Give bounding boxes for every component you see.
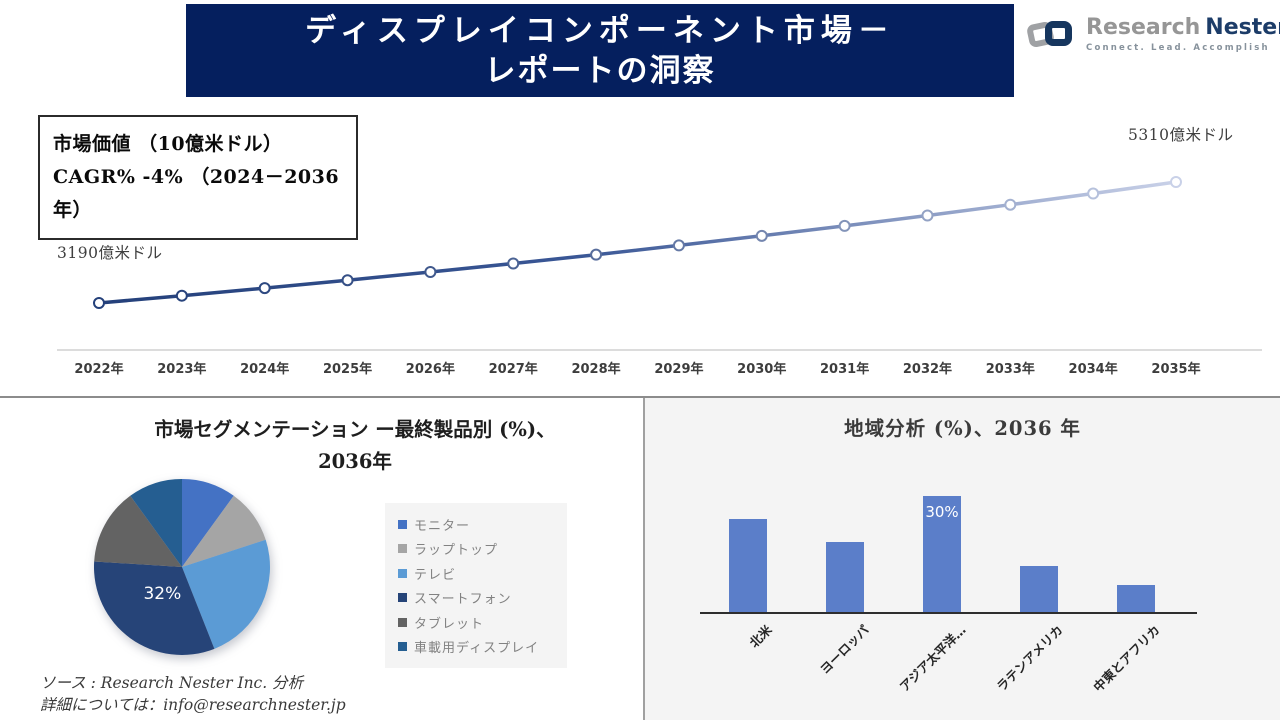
- pie-slice-3: [182, 539, 270, 649]
- legend-swatch-icon: [398, 544, 407, 554]
- bar-value-label: 30%: [925, 503, 959, 521]
- contact-line: 詳細については：info@researchnester.jp: [40, 696, 346, 714]
- market-value-line: 市場価値 （10億米ドル）: [53, 133, 283, 155]
- x-axis-year-label: 2029年: [654, 362, 704, 377]
- pie-legend: モニターラップトップ テレビスマートフォン タブレット車載用ディスプレイ: [385, 503, 567, 668]
- source-line: ソース : Research Nester Inc. 分析: [40, 674, 304, 692]
- pie-slice-5: [94, 495, 182, 567]
- x-axis-year-label: 2024年: [240, 362, 290, 377]
- x-axis-year-label: 2025年: [322, 362, 373, 377]
- x-axis-year-label: 2028年: [571, 362, 621, 377]
- legend-label: モニター: [414, 518, 471, 534]
- bar-category-label: 中東とアフリカ: [1090, 622, 1163, 695]
- source-note: ソース : Research Nester Inc. 分析 詳細については：in…: [40, 672, 346, 716]
- report-title-line1: ディスプレイコンポーネント市場－: [305, 12, 895, 49]
- market-value-box: 市場価値 （10億米ドル） CAGR% -4% （2024－2036年）: [38, 115, 358, 240]
- data-point-marker: [755, 229, 768, 242]
- data-point-marker: [921, 209, 934, 222]
- legend-label: スマートフォン: [414, 592, 512, 608]
- x-axis-year-label: 2035年: [1151, 362, 1201, 377]
- legend-item: タブレット: [398, 610, 567, 635]
- data-point-marker: [1087, 187, 1100, 200]
- legend-swatch-icon: [398, 642, 407, 652]
- data-point-marker: [93, 297, 105, 309]
- pie-slice-6: [130, 479, 182, 567]
- x-axis-year-label: 2027年: [488, 362, 538, 377]
- data-point-marker: [590, 248, 603, 261]
- bar-2: [826, 542, 864, 612]
- x-axis-year-label: 2026年: [405, 362, 455, 377]
- legend-item: スマートフォン: [398, 586, 567, 611]
- bar-category-label: 北米: [746, 622, 775, 651]
- research-nester-logo: Research Nester Connect. Lead. Accomplish: [1025, 16, 1280, 56]
- cagr-line: CAGR% -4% （2024－2036年）: [53, 166, 340, 221]
- x-axis-year-label: 2023年: [157, 362, 207, 377]
- x-axis-year-label: 2030年: [737, 362, 787, 377]
- data-point-marker: [672, 239, 685, 252]
- horizontal-divider: [0, 396, 1280, 398]
- data-point-marker: [341, 274, 354, 287]
- x-axis-year-label: 2032年: [902, 362, 953, 377]
- logo-word-nester: Nester: [1205, 15, 1280, 40]
- legend-item: ラップトップ: [398, 537, 567, 562]
- data-point-marker: [1004, 198, 1017, 211]
- legend-swatch-icon: [398, 519, 407, 529]
- bar-3: [923, 496, 961, 612]
- legend-swatch-icon: [398, 568, 407, 578]
- bar-category-label: ヨーロッパ: [816, 622, 872, 677]
- legend-item: 車載用ディスプレイ: [398, 635, 567, 660]
- regional-analysis-panel: 地域分析 (%)、2036 年 北米 ヨーロッパ 30% アジア太平洋… ラテンアメリカ…: [643, 398, 1280, 720]
- legend-label: タブレット: [414, 616, 485, 632]
- bar-4: [1020, 565, 1058, 612]
- logo-brand-name: Research Nester: [1086, 16, 1280, 40]
- data-point-marker: [424, 266, 437, 279]
- bar-chart: 北米 ヨーロッパ 30% アジア太平洋… ラテンアメリカ 中東とアフリカ: [645, 398, 1280, 720]
- legend-swatch-icon: [398, 593, 407, 603]
- legend-item: モニター: [398, 512, 567, 537]
- pie-chart-title: 市場セグメンテーション ー最終製品別 (%)、 2036年: [60, 414, 650, 478]
- legend-label: 車載用ディスプレイ: [414, 641, 540, 657]
- pie-slice-1: [182, 479, 234, 567]
- report-title-line2: レポートの洞察: [484, 52, 716, 89]
- legend-swatch-icon: [398, 617, 407, 627]
- x-axis-year-label: 2034年: [1068, 362, 1118, 377]
- pie-title-line2: 2036年: [318, 450, 392, 473]
- market-value-line-chart: [93, 176, 1182, 309]
- chain-link-navy-icon: [1045, 21, 1072, 46]
- data-point-marker: [838, 219, 851, 232]
- data-point-marker: [1170, 176, 1182, 188]
- bar-category-label: アジア太平洋…: [896, 622, 969, 695]
- legend-label: ラップトップ: [414, 543, 499, 559]
- legend-label: テレビ: [414, 567, 457, 583]
- chain-links-icon: [1025, 16, 1082, 56]
- legend-item: テレビ: [398, 561, 567, 586]
- logo-tagline: Connect. Lead. Accomplish: [1086, 43, 1270, 53]
- bar-chart-title: 地域分析 (%)、2036 年: [844, 417, 1081, 440]
- data-point-marker: [507, 257, 520, 270]
- bar-category-label: ラテンアメリカ: [993, 622, 1066, 695]
- pie-chart: [94, 479, 270, 655]
- bar-chart-axis: [700, 612, 1197, 614]
- data-point-marker: [175, 289, 188, 302]
- data-point-marker: [258, 282, 271, 295]
- logo-text: Research Nester Connect. Lead. Accomplish: [1086, 16, 1280, 54]
- pie-slice-4: [94, 561, 215, 655]
- x-axis-year-label: 2022年: [74, 362, 124, 377]
- bar-5: [1117, 584, 1155, 612]
- pie-slice-value-label: 32%: [143, 584, 182, 605]
- line-series: [98, 180, 1177, 305]
- pie-title-line1: 市場セグメンテーション ー最終製品別 (%)、: [154, 418, 556, 441]
- x-axis-year-label: 2033年: [985, 362, 1035, 377]
- line-chart-axis: [57, 349, 1262, 351]
- report-title-banner: ディスプレイコンポーネント市場－ レポートの洞察: [186, 4, 1014, 97]
- logo-word-research: Research: [1086, 15, 1201, 40]
- line-start-value-label: 3190億米ドル: [57, 244, 163, 262]
- pie-slice-2: [182, 495, 266, 567]
- bar-1: [729, 519, 767, 612]
- x-axis-year-label: 2031年: [820, 362, 870, 377]
- line-end-value-label: 5310億米ドル: [1128, 126, 1234, 144]
